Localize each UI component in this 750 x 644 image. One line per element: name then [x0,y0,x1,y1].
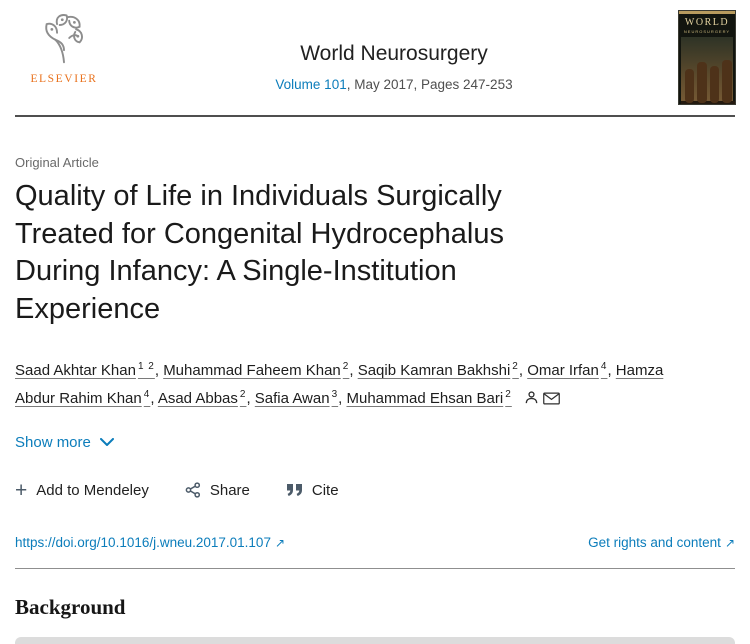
header-divider [15,115,735,117]
author-name: Saqib Kamran Bakhshi [357,361,511,379]
journal-cover-image[interactable]: WORLD NEUROSURGERY [678,10,736,105]
author-affiliation-sup: 4 [143,389,151,401]
author-link[interactable]: Saad Akhtar Khan 1 2 [15,360,155,379]
journal-title-link[interactable]: World Neurosurgery [300,42,488,65]
author-affiliation-sup: 2 [505,389,512,401]
share-button[interactable]: Share [185,482,250,499]
content-divider [15,567,735,569]
author-link[interactable]: Omar Irfan 4 [527,360,608,379]
elsevier-tree-icon [38,14,90,70]
author-profile-icon[interactable] [524,390,539,405]
add-to-mendeley-label: Add to Mendeley [36,481,149,499]
add-to-mendeley-button[interactable]: + Add to Mendeley [15,480,149,501]
author-affiliation-sup: 2 [512,360,519,372]
doi-link[interactable]: https://doi.org/10.1016/j.wneu.2017.01.1… [15,535,285,550]
author-name: Muhammad Faheem Khan [163,361,341,379]
author-link[interactable]: Hamza Abdur Rahim Khan 4 [15,362,663,408]
action-toolbar: + Add to Mendeley Share Cite [15,480,735,501]
get-rights-link[interactable]: Get rights and content ↗ [588,535,735,550]
cite-label: Cite [311,481,339,499]
author-separator: , [246,390,255,408]
share-label: Share [209,481,250,499]
plus-icon: + [15,478,28,502]
citation-line: Volume 101, May 2017, Pages 247-253 [110,77,678,92]
email-icon[interactable] [542,392,560,405]
author-name: Asad Abbas [157,390,238,408]
article-type-label: Original Article [15,155,99,170]
elsevier-wordmark: ELSEVIER [30,73,98,85]
citation-rest: , May 2017, Pages 247-253 [346,77,513,92]
title-line: Experience [15,293,161,326]
author-affiliation-sup: 1 2 [137,360,155,372]
author-name: Safia Awan [254,390,330,408]
cover-moai-illustration [681,37,735,104]
author-link[interactable]: Saqib Kamran Bakhshi 2 [357,360,519,379]
title-line: Treated for Congenital Hydrocephalus [15,217,504,250]
author-affiliation-sup: 2 [239,389,247,401]
author-separator: , [349,361,358,379]
author-link[interactable]: Muhammad Ehsan Bari 2 [346,389,512,408]
author-separator: , [607,361,616,379]
external-link-icon: ↗ [274,535,286,550]
author-affiliation-sup: 4 [600,360,608,372]
rights-text: Get rights and content [588,534,721,550]
doi-text: https://doi.org/10.1016/j.wneu.2017.01.1… [15,534,271,550]
show-more-label: Show more [15,433,91,451]
author-affiliation-sup: 2 [342,360,350,372]
abstract-box-top-edge [15,637,735,644]
author-link[interactable]: Muhammad Faheem Khan 2 [163,360,350,379]
author-name: Muhammad Ehsan Bari [346,390,504,408]
title-line: During Infancy: A Single-Institution [15,255,457,288]
doi-rights-row: https://doi.org/10.1016/j.wneu.2017.01.1… [15,535,735,550]
author-affiliation-sup: 3 [331,389,339,401]
article-title: Quality of Life in Individuals Surgicall… [15,178,665,329]
cover-masthead: WORLD NEUROSURGERY [679,11,735,34]
journal-header: ELSEVIER World Neurosurgery Volume 101, … [0,0,750,105]
share-icon [185,482,200,498]
author-name: Hamza Abdur Rahim Khan [15,361,664,408]
cover-title: WORLD [684,17,730,28]
abstract-section-heading: Background [15,594,126,619]
show-more-button[interactable]: Show more [15,434,114,451]
author-separator: , [518,361,528,379]
chevron-down-icon [99,437,114,446]
author-name: Omar Irfan [527,361,599,379]
author-name: Saad Akhtar Khan [15,361,136,379]
quote-cite-icon [286,484,302,497]
author-list: Saad Akhtar Khan 1 2, Muhammad Faheem Kha… [15,357,705,414]
article-main: Original Article Quality of Life in Indi… [0,155,750,620]
elsevier-logo[interactable]: ELSEVIER [18,10,110,85]
cover-subtitle: NEUROSURGERY [683,29,731,34]
volume-issue-link[interactable]: Volume 101 [275,77,347,92]
corresponding-author-icons [520,390,560,407]
cite-button[interactable]: Cite [286,482,339,499]
external-link-icon: ↗ [724,535,735,550]
author-separator: , [150,390,158,408]
author-link[interactable]: Safia Awan 3 [254,389,339,408]
author-separator: , [338,390,347,408]
author-link[interactable]: Asad Abbas 2 [157,389,247,408]
journal-info: World Neurosurgery Volume 101, May 2017,… [110,10,678,92]
author-separator: , [154,361,164,379]
title-line: Quality of Life in Individuals Surgicall… [15,180,502,212]
